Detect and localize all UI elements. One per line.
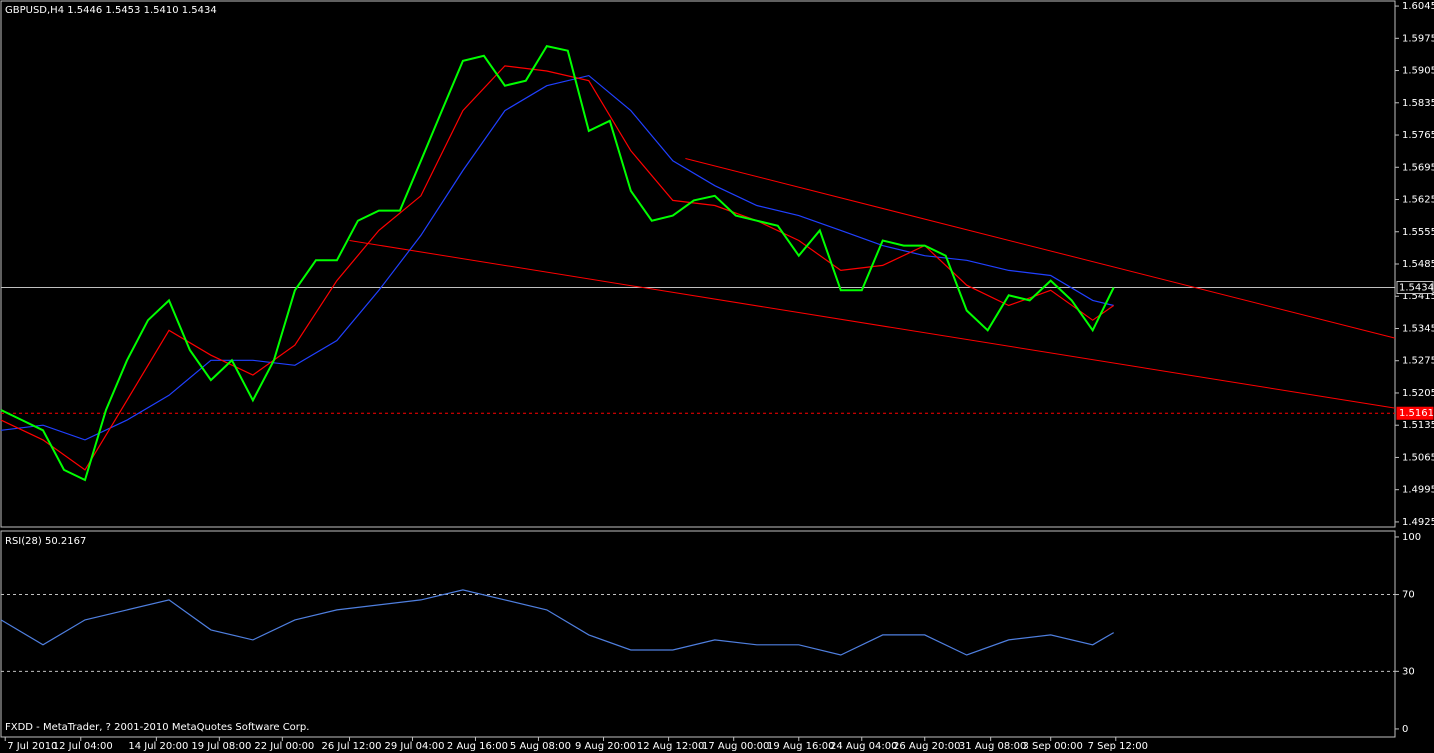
- x-tick-label: 3 Sep 00:00: [1023, 741, 1083, 752]
- series-line: [0, 589, 1115, 656]
- series-line: [0, 44, 1115, 482]
- chart-title: GBPUSD,H4 1.5446 1.5453 1.5410 1.5434: [5, 5, 217, 16]
- x-tick-label: 12 Aug 12:00: [637, 741, 704, 752]
- y-tick-label: 1.5415: [1402, 291, 1434, 302]
- y-tick-label: 1.6045: [1402, 1, 1434, 12]
- y-tick-label: 0: [1402, 724, 1408, 735]
- x-tick-label: 2 Aug 16:00: [447, 741, 508, 752]
- y-tick-label: 1.5555: [1402, 227, 1434, 238]
- x-tick-label: 19 Aug 16:00: [767, 741, 834, 752]
- x-tick-label: 29 Jul 04:00: [384, 741, 444, 752]
- y-tick-label: 1.5135: [1402, 420, 1434, 431]
- x-tick-label: 26 Aug 20:00: [893, 741, 960, 752]
- y-tick-label: 1.4925: [1402, 517, 1434, 528]
- y-tick-label: 1.5835: [1402, 98, 1434, 109]
- y-tick-label: 1.5765: [1402, 130, 1434, 141]
- price-label-box: [1396, 406, 1434, 420]
- x-tick-label: 7 Jul 2010: [7, 741, 57, 752]
- y-tick-label: 1.5275: [1402, 356, 1434, 367]
- rsi-panel-frame: [0, 530, 1396, 738]
- series-line: [0, 65, 1115, 471]
- y-tick-label: 1.5065: [1402, 452, 1434, 463]
- y-tick-label: 1.5625: [1402, 195, 1434, 206]
- y-tick-label: 1.4995: [1402, 485, 1434, 496]
- rsi-title: RSI(28) 50.2167: [5, 536, 86, 547]
- y-tick-label: 1.5345: [1402, 323, 1434, 334]
- x-tick-label: 17 Aug 00:00: [702, 741, 769, 752]
- y-tick-label: 1.5975: [1402, 33, 1434, 44]
- y-tick-label: 30: [1402, 666, 1415, 677]
- trend-line: [685, 158, 1396, 339]
- x-tick-label: 24 Aug 04:00: [830, 741, 897, 752]
- y-tick-label: 70: [1402, 590, 1415, 601]
- y-tick-label: 1.5905: [1402, 66, 1434, 77]
- x-tick-label: 22 Jul 00:00: [254, 741, 314, 752]
- x-tick-label: 12 Jul 04:00: [53, 741, 113, 752]
- x-tick-label: 26 Jul 12:00: [322, 741, 382, 752]
- x-tick-label: 5 Aug 08:00: [510, 741, 571, 752]
- price-label: 1.5161: [1399, 408, 1434, 419]
- x-tick-label: 14 Jul 20:00: [128, 741, 188, 752]
- x-tick-label: 31 Aug 08:00: [959, 741, 1026, 752]
- trend-line: [349, 240, 1396, 409]
- y-tick-label: 1.5205: [1402, 388, 1434, 399]
- y-tick-label: 100: [1402, 532, 1421, 543]
- footer: FXDD - MetaTrader, ? 2001-2010 MetaQuote…: [5, 722, 309, 733]
- x-tick-label: 7 Sep 12:00: [1088, 741, 1148, 752]
- y-tick-label: 1.5695: [1402, 162, 1434, 173]
- x-tick-label: 19 Jul 08:00: [191, 741, 251, 752]
- x-tick-label: 9 Aug 20:00: [575, 741, 636, 752]
- price-label-box: [1396, 280, 1434, 294]
- y-tick-label: 1.5485: [1402, 259, 1434, 270]
- price-label: 1.5434: [1399, 282, 1434, 293]
